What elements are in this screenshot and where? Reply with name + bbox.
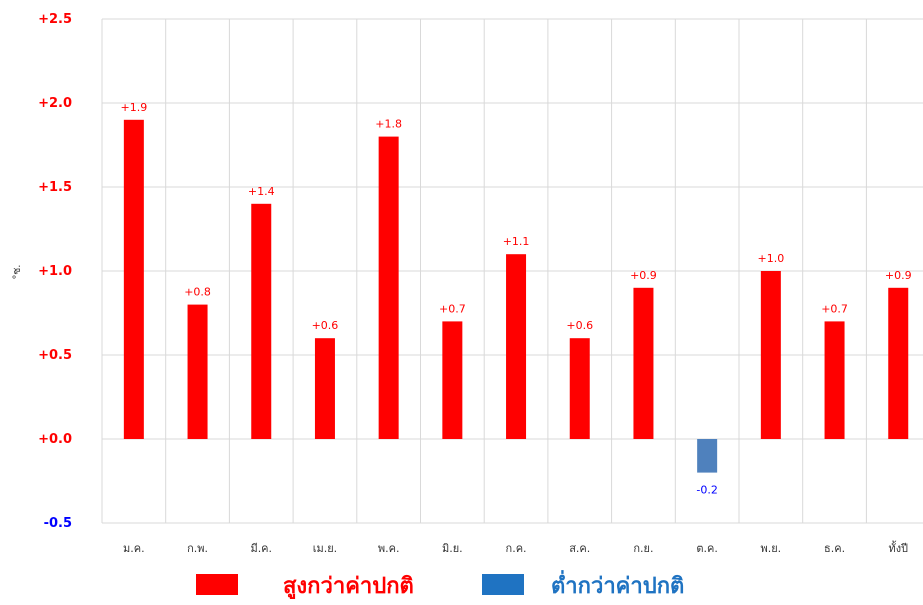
x-tick-label: ธ.ค. [824,542,845,555]
bar [187,304,208,439]
y-tick-label: -0.5 [44,516,72,531]
legend: สูงกว่าค่าปกติ ต่ำกว่าค่าปกติ [196,569,684,600]
y-tick-label: +1.5 [38,180,72,195]
bar [506,254,527,439]
y-tick-label: +0.0 [38,432,72,447]
data-label: +0.8 [184,286,211,299]
bar [888,287,909,439]
legend-label-above: สูงกว่าค่าปกติ [283,574,414,600]
bar [442,321,463,439]
x-tick-label: พ.ค. [378,542,400,555]
y-tick-label: +0.5 [38,348,72,363]
x-tick-label: พ.ย. [760,542,781,555]
x-tick-label: ม.ค. [123,542,145,555]
data-labels: +1.9 +0.8 +1.4 +0.6 +1.8 +0.7 +1.1 +0.6 +0.9 -0.2… [120,101,911,497]
y-tick-label: +1.0 [38,264,72,279]
x-tick-label: มิ.ย. [442,542,463,555]
data-label: +1.9 [120,101,147,114]
x-tick-label: ส.ค. [569,542,590,555]
data-label: +0.6 [312,319,339,332]
data-label: +0.9 [630,269,657,282]
y-tick-label: +2.5 [38,12,72,27]
bar [633,287,654,439]
x-tick-label: เม.ย. [313,542,337,555]
data-label: +0.7 [439,302,466,315]
y-axis-title: °ซ. [12,265,23,280]
x-tick-label: ทั้งปี [888,540,908,555]
data-label: +0.6 [566,319,593,332]
data-label: -0.2 [696,484,717,497]
data-label: +0.7 [821,302,848,315]
data-label: +1.8 [375,118,402,131]
bar [378,136,399,439]
legend-swatch-below [482,574,524,595]
x-tick-label: มี.ค. [250,542,272,555]
x-tick-label: ก.ค. [506,542,527,555]
bar [314,338,335,439]
data-label: +1.4 [248,185,275,198]
data-label: +1.1 [503,235,530,248]
x-tick-label: ต.ค. [696,542,718,555]
bar [760,271,781,439]
data-label: +0.9 [885,269,912,282]
x-tick-label: ก.ย. [633,542,653,555]
legend-swatch-above [196,574,238,595]
bar [251,203,272,439]
bars [123,119,909,473]
bar [569,338,590,439]
bar [824,321,845,439]
bar [697,439,718,473]
y-axis-ticks: +2.5 +2.0 +1.5 +1.0 +0.5 +0.0 -0.5 [38,12,72,531]
bar [123,119,144,440]
legend-label-below: ต่ำกว่าค่าปกติ [551,569,684,599]
x-axis-ticks: ม.ค. ก.พ. มี.ค. เม.ย. พ.ค. มิ.ย. ก.ค. ส.ค. ก.ย. ต… [123,540,908,555]
data-label: +1.0 [757,252,784,265]
y-tick-label: +2.0 [38,96,72,111]
x-tick-label: ก.พ. [187,542,208,555]
